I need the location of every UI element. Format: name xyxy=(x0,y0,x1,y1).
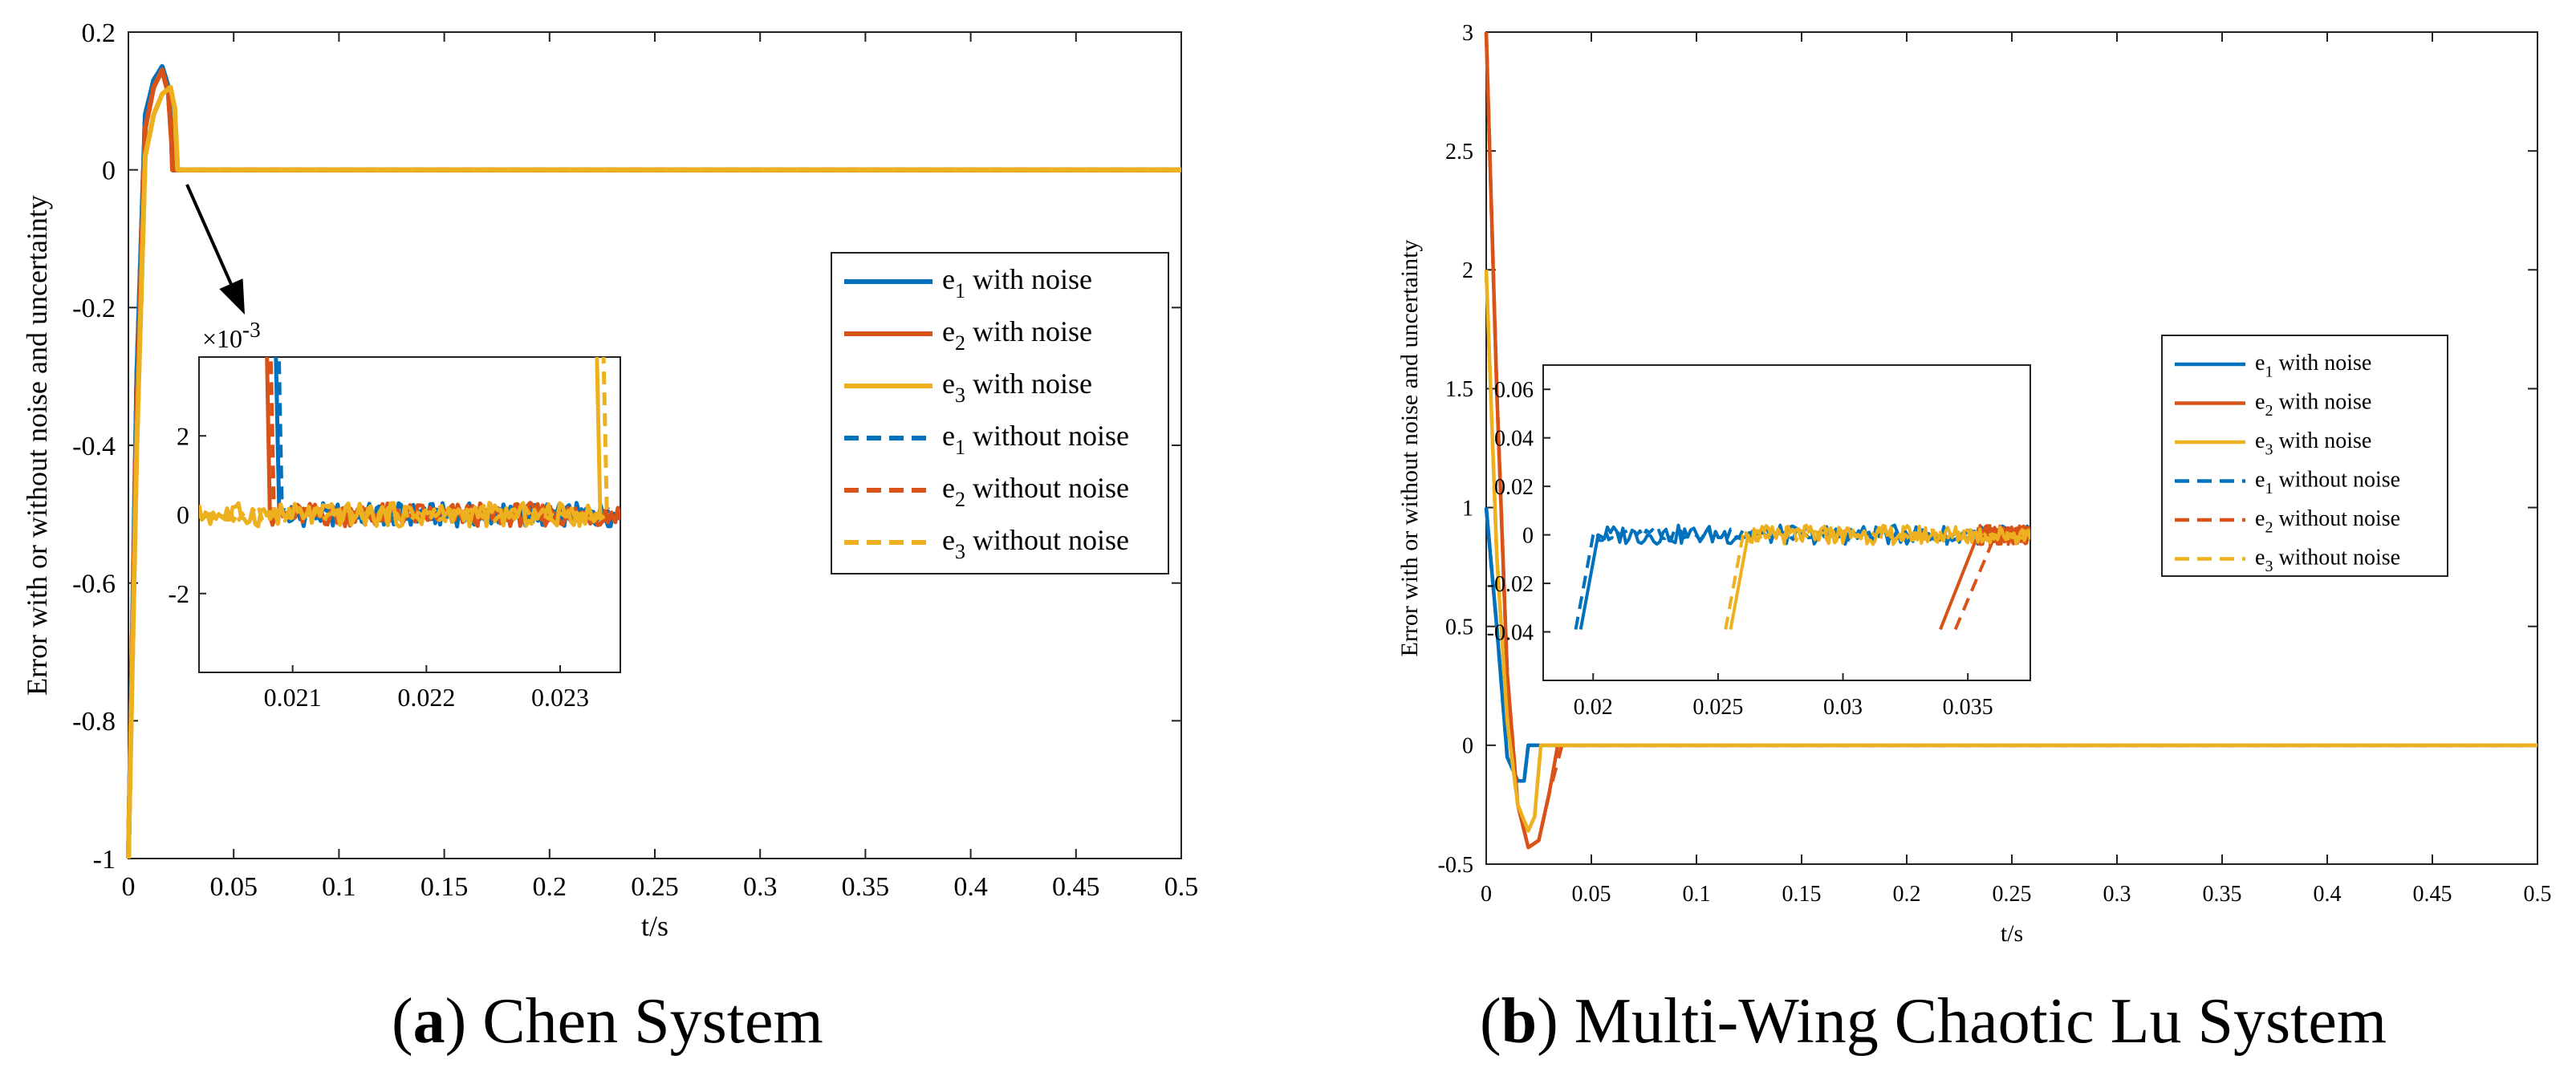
b-inset-ytick-label: 0.04 xyxy=(1494,426,1534,451)
b-legend-label: e2 with noise xyxy=(2255,390,2371,420)
b-xtick-label: 0.25 xyxy=(1993,882,2032,907)
a-inset-ytick-label: 0 xyxy=(177,501,189,530)
b-xtick-label: 0.2 xyxy=(1893,882,1921,907)
b-xtick-label: 0.15 xyxy=(1782,882,1822,907)
b-ytick-label: -0.5 xyxy=(1438,853,1473,878)
chart-b: 0 0.05 0.1 0.15 0.2 0.25 0.3 0.35 0.4 0.45 0.5 -0.5… xyxy=(1396,21,2552,947)
a-xtick-label: 0.35 xyxy=(842,872,890,902)
b-xtick-label: 0.5 xyxy=(2524,882,2552,907)
a-xtick-label: 0.1 xyxy=(322,872,356,902)
a-series-e3-without-noise xyxy=(126,84,1181,859)
a-xtick-label: 0.3 xyxy=(743,872,778,902)
a-ylabel: Error with or without noise and uncertai… xyxy=(21,195,53,696)
b-legend-label: e1 without noise xyxy=(2255,468,2400,497)
a-zoom-arrow-head xyxy=(219,278,245,315)
b-inset-xtick-label: 0.03 xyxy=(1823,695,1863,720)
a-xlabel: t/s xyxy=(641,910,668,942)
a-legend-label: e1 without noise xyxy=(942,420,1129,459)
a-xtick-label: 0.05 xyxy=(209,872,258,902)
b-xtick-label: 0.3 xyxy=(2103,882,2131,907)
a-ytick-label: -0.4 xyxy=(72,432,116,461)
b-legend-label: e1 with noise xyxy=(2255,351,2371,380)
b-inset-ytick-label: -0.04 xyxy=(1487,620,1534,645)
b-inset-ytick-label: -0.02 xyxy=(1487,572,1534,597)
b-xlabel: t/s xyxy=(2001,920,2023,947)
b-legend-label: e3 with noise xyxy=(2255,428,2371,458)
a-xtick-label: 0.2 xyxy=(533,872,567,902)
b-ytick-label: 1 xyxy=(1462,496,1473,521)
a-inset-xtick-label: 0.023 xyxy=(531,683,589,712)
b-inset: 0.02 0.025 0.03 0.035 -0.04 -0.02 0 0.02 0.04 0.0… xyxy=(1487,364,2031,720)
b-legend-box xyxy=(2161,335,2448,577)
b-xtick-label: 0 xyxy=(1481,882,1492,907)
a-legend-label: e1 with noise xyxy=(942,263,1092,302)
a-ytick-label: -0.8 xyxy=(72,707,116,737)
a-legend-box xyxy=(831,252,1169,574)
a-inset-ytick-label: 2 xyxy=(177,421,189,450)
b-inset-xtick-label: 0.02 xyxy=(1574,695,1613,720)
b-legend-label: e2 without noise xyxy=(2255,506,2400,536)
a-xtick-label: 0.45 xyxy=(1052,872,1100,902)
chart-a: 0 0.05 0.1 0.15 0.2 0.25 0.3 0.35 0.4 0.45 0.5 -1 -0… xyxy=(21,18,1199,942)
a-ytick-label: -0.6 xyxy=(72,570,116,599)
b-legend-label: e3 without noise xyxy=(2255,546,2400,575)
caption-a: (a) Chen System xyxy=(392,986,823,1057)
b-ytick-label: 0.5 xyxy=(1445,615,1473,640)
a-legend-label: e3 with noise xyxy=(942,367,1092,407)
b-inset-box xyxy=(1542,364,2031,681)
b-inset-ytick-label: 0 xyxy=(1522,523,1534,548)
b-inset-xtick-label: 0.025 xyxy=(1692,695,1743,720)
a-ytick-label: 0 xyxy=(102,156,116,186)
caption-b: (b) Multi-Wing Chaotic Lu System xyxy=(1480,986,2387,1057)
a-inset-xtick-label: 0.021 xyxy=(264,683,322,712)
a-inset-ytick-label: -2 xyxy=(168,579,189,608)
b-inset-ytick-label: 0.06 xyxy=(1494,378,1534,403)
b-ytick-label: 1.5 xyxy=(1445,377,1473,402)
a-legend-label: e2 with noise xyxy=(942,315,1092,355)
a-xtick-label: 0.15 xyxy=(421,872,469,902)
b-xtick-label: 0.4 xyxy=(2314,882,2342,907)
b-series-e3-without-noise xyxy=(1484,270,2537,833)
b-inset-ytick-label: 0.02 xyxy=(1494,475,1534,500)
b-xtick-label: 0.45 xyxy=(2413,882,2452,907)
b-xtick-label: 0.1 xyxy=(1683,882,1711,907)
a-xtick-label: 0.4 xyxy=(953,872,988,902)
b-inset-series-e3-without-noise xyxy=(1724,527,2030,630)
a-series-e1-without-noise xyxy=(126,63,1181,859)
b-series-e1-without-noise xyxy=(1484,507,2537,783)
a-inset-exponent: ×10-3 xyxy=(202,318,261,353)
a-ytick-label: -1 xyxy=(93,845,116,875)
a-ytick-label: -0.2 xyxy=(72,294,116,323)
a-ytick-label: 0.2 xyxy=(82,18,116,48)
a-xtick-label: 0.5 xyxy=(1164,872,1199,902)
b-xtick-label: 0.05 xyxy=(1572,882,1611,907)
b-ytick-label: 2 xyxy=(1462,258,1473,283)
a-xtick-label: 0 xyxy=(122,872,136,902)
a-inset: 0.021 0.022 0.023 -2 0 2 ×10-3 xyxy=(168,318,621,712)
a-zoom-arrow xyxy=(185,184,238,298)
b-ytick-label: 2.5 xyxy=(1445,140,1473,164)
b-series-e2-with-noise xyxy=(1484,31,2537,850)
b-inset-xtick-label: 0.035 xyxy=(1943,695,1993,720)
b-ytick-label: 0 xyxy=(1462,734,1473,759)
a-inset-xtick-label: 0.022 xyxy=(397,683,455,712)
a-legend-label: e2 without noise xyxy=(942,472,1129,511)
b-xtick-label: 0.35 xyxy=(2203,882,2242,907)
a-xtick-label: 0.25 xyxy=(631,872,679,902)
a-legend-label: e3 without noise xyxy=(942,524,1129,563)
a-inset-series-e3-without-noise xyxy=(199,357,609,524)
b-ytick-label: 3 xyxy=(1462,21,1473,46)
b-ylabel: Error with or without noise and uncertai… xyxy=(1396,240,1423,657)
